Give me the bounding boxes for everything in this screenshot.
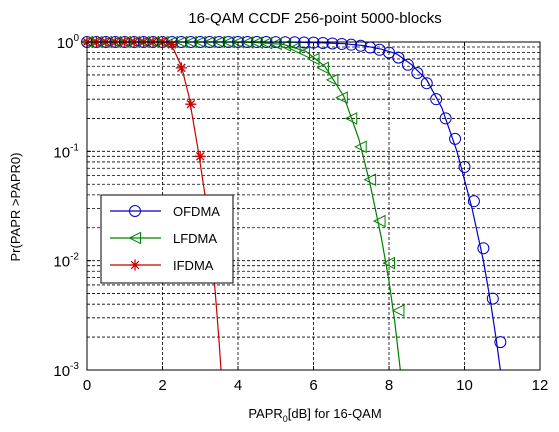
data-point-ofdma — [307, 36, 320, 49]
data-point-lfdma — [335, 91, 348, 104]
data-point-ofdma — [430, 93, 443, 106]
x-axis-label: PAPR0[dB] for 16-QAM — [248, 406, 381, 424]
data-point-ofdma — [420, 77, 433, 90]
x-tick-label: 10 — [456, 377, 473, 394]
data-point-ofdma — [392, 51, 405, 64]
data-point-lfdma — [325, 73, 339, 87]
data-point-lfdma — [354, 140, 367, 154]
data-point-ofdma — [477, 242, 490, 255]
series-line-ifdma — [87, 41, 222, 371]
data-point-ifdma — [194, 150, 206, 162]
y-tick-label: 10-3 — [53, 361, 79, 380]
x-axis-ticks: 0 2 4 6 8 10 12 — [83, 42, 549, 394]
data-point-lfdma — [316, 61, 329, 75]
legend: OFDMA LFDMA IFDMA — [100, 194, 234, 284]
data-point-ofdma — [345, 38, 358, 51]
legend-label-ifdma: IFDMA — [173, 258, 214, 273]
legend-box — [100, 194, 234, 284]
x-tick-label: 12 — [532, 377, 549, 394]
data-point-ofdma — [373, 43, 386, 56]
legend-marker-ofdma — [129, 205, 141, 217]
legend-label-lfdma: LFDMA — [173, 231, 217, 246]
x-tick-label: 4 — [234, 377, 242, 394]
series-line-ofdma — [87, 41, 501, 371]
data-point-ofdma — [494, 336, 507, 349]
data-point-lfdma — [382, 256, 395, 270]
data-point-ofdma — [486, 292, 499, 305]
data-point-lfdma — [297, 46, 311, 59]
x-tick-label: 2 — [158, 377, 166, 394]
data-point-ofdma — [467, 195, 480, 208]
legend-marker-ifdma — [129, 259, 141, 271]
data-point-ifdma — [166, 38, 178, 50]
y-tick-label: 10-2 — [53, 252, 79, 271]
x-tick-label: 0 — [83, 377, 91, 394]
y-axis-ticks: 100 10-1 10-2 10-3 — [53, 33, 540, 380]
x-tick-label: 6 — [309, 377, 317, 394]
data-point-ofdma — [335, 37, 348, 50]
data-point-ofdma — [326, 37, 339, 50]
data-point-lfdma — [269, 37, 282, 51]
data-point-ofdma — [439, 112, 452, 125]
data-point-lfdma — [288, 41, 301, 55]
data-point-ofdma — [383, 46, 395, 59]
data-point-lfdma — [306, 52, 320, 66]
data-point-ofdma — [316, 36, 329, 49]
x-tick-label: 8 — [385, 377, 393, 394]
data-point-ofdma — [449, 132, 462, 145]
y-axis-label: Pr(PAPR >PAPR0) — [8, 153, 23, 262]
legend-label-ofdma: OFDMA — [173, 204, 220, 219]
data-point-lfdma — [278, 39, 292, 52]
legend-marker-lfdma — [128, 231, 141, 245]
data-point-lfdma — [391, 304, 405, 317]
data-point-ofdma — [354, 39, 367, 52]
data-point-ofdma — [458, 160, 471, 173]
y-tick-label: 100 — [57, 33, 80, 52]
y-tick-label: 10-1 — [53, 142, 79, 161]
data-point-lfdma — [344, 112, 358, 125]
data-point-ifdma — [185, 98, 197, 110]
chart-title: 16-QAM CCDF 256-point 5000-blocks — [188, 10, 441, 27]
data-point-lfdma — [372, 214, 386, 228]
data-point-ifdma — [175, 62, 187, 74]
data-point-lfdma — [363, 173, 377, 187]
data-point-ofdma — [411, 67, 424, 80]
data-point-ofdma — [401, 58, 414, 71]
